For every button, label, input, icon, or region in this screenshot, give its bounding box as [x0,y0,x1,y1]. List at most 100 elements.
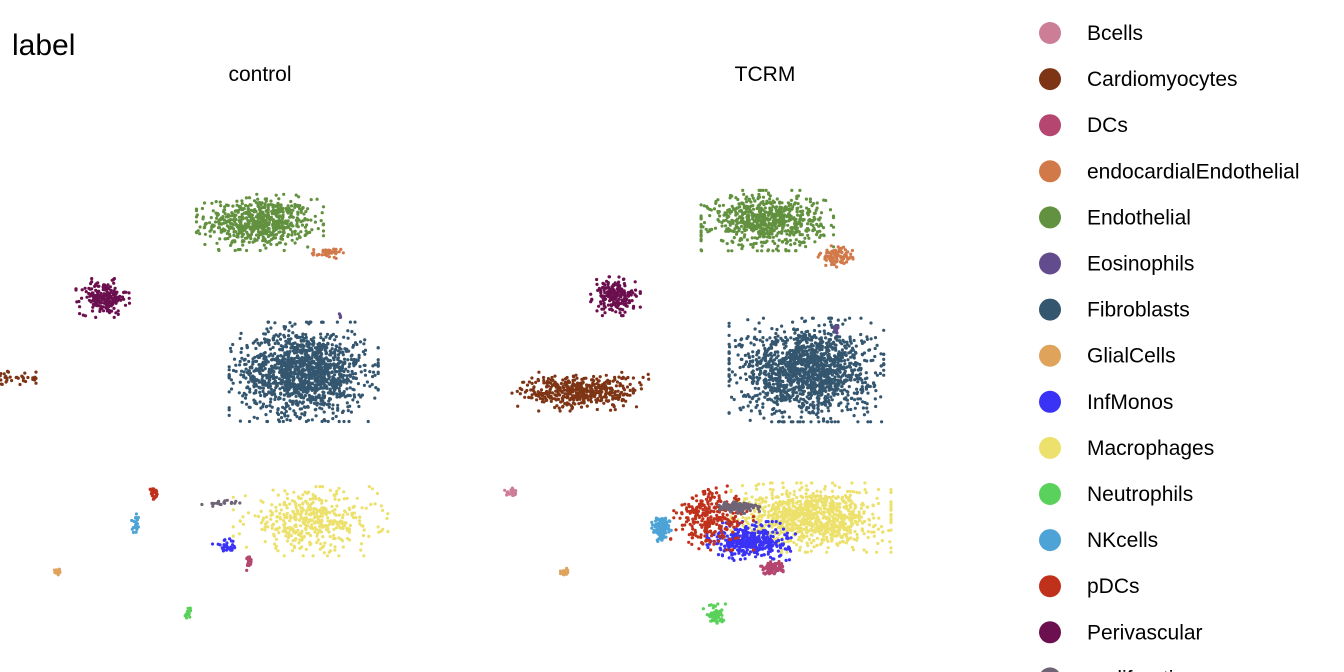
cell-point [829,254,833,258]
scatter-panel-control [0,192,518,620]
cell-point [304,320,309,324]
cell-point [811,224,815,228]
cell-point [829,395,833,399]
cell-point [727,361,731,365]
cell-point [34,381,38,385]
cell-point [276,493,280,497]
cell-point [311,493,315,497]
cell-point [270,210,274,214]
cell-point [134,516,138,520]
cell-point [227,368,231,372]
cell-point [800,316,804,320]
cell-point [760,249,764,253]
cell-point [258,400,262,404]
cell-point [312,248,316,252]
cell-point [860,385,864,389]
cell-point [718,204,722,208]
cell-point [798,370,802,374]
cell-point [699,234,703,238]
cell-point [329,543,333,547]
cell-point [794,238,798,242]
cell-point [702,221,707,225]
cell-point [188,609,193,613]
cell-point [322,395,326,400]
cell-point [617,280,621,284]
cell-point [337,386,341,391]
cell-point [274,232,278,237]
cell-point [840,348,845,352]
cell-point [265,216,269,220]
cell-point [279,354,283,358]
cell-point [345,381,349,385]
cell-point [727,373,731,377]
cell-point [248,387,252,391]
cell-point [823,257,827,261]
cell-point [295,385,299,389]
cell-point [510,487,515,492]
cell-point [228,537,232,541]
cell-point [772,228,776,232]
cell-point [336,353,341,357]
cell-point [829,316,833,320]
cell-point [315,515,319,519]
cell-point [873,336,878,340]
cell-point [845,389,849,393]
cell-point [831,214,836,218]
cell-point [727,324,731,328]
cell-point [99,304,103,309]
cell-point [335,392,339,396]
cell-point [733,338,737,343]
cell-point [293,232,297,236]
cell-point [340,410,345,415]
cell-point [847,385,851,389]
cell-point [328,349,332,353]
cluster-neutrophils-control [183,606,193,620]
cell-point [254,378,258,382]
cell-point [299,513,303,517]
cell-point [338,392,342,396]
cluster-infmonos-control [210,537,237,553]
cell-point [779,220,783,224]
cell-point [217,222,221,226]
cell-point [293,341,297,345]
cell-point [246,385,250,389]
cell-point [325,250,330,254]
cell-point [127,301,132,305]
cell-point [735,206,739,210]
cell-point [766,362,770,366]
cell-point [307,360,311,364]
cell-point [260,210,265,214]
cell-point [322,381,326,385]
cell-point [309,218,313,222]
cell-point [295,350,299,354]
cell-point [273,379,277,384]
cell-point [804,197,809,201]
cell-point [812,328,817,333]
cell-point [759,369,763,373]
cell-point [266,375,270,379]
cell-point [346,377,350,381]
cell-point [265,240,269,244]
cell-point [727,379,731,383]
cell-point [275,339,279,343]
cell-point [262,231,266,235]
cell-point [277,526,281,530]
cell-point [850,372,855,376]
cell-point [797,222,801,226]
cell-point [751,223,755,227]
cell-point [779,230,784,234]
cell-point [87,286,91,290]
cell-point [249,232,253,237]
cell-point [26,375,30,380]
cell-point [866,410,870,414]
cell-point [271,231,275,235]
cell-point [289,534,293,538]
cell-point [282,363,286,367]
cell-point [247,196,252,200]
cell-point [761,235,765,239]
cell-point [305,491,309,495]
cell-point [338,389,342,393]
cell-point [298,518,302,522]
cell-point [824,263,828,267]
cell-point [297,195,301,199]
